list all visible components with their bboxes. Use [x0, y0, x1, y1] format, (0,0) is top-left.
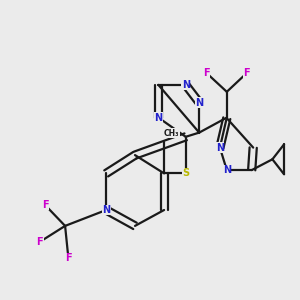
Text: N: N	[154, 112, 163, 123]
Text: S: S	[182, 168, 189, 178]
Text: N: N	[216, 142, 224, 153]
Text: CH₃: CH₃	[164, 129, 179, 138]
Text: N: N	[223, 165, 231, 175]
Text: F: F	[37, 237, 43, 247]
Text: F: F	[42, 200, 48, 210]
Text: F: F	[203, 68, 210, 78]
Text: N: N	[182, 80, 190, 90]
Text: N: N	[195, 98, 203, 108]
Text: F: F	[65, 253, 72, 263]
Text: F: F	[243, 68, 250, 78]
Text: N: N	[102, 205, 110, 215]
